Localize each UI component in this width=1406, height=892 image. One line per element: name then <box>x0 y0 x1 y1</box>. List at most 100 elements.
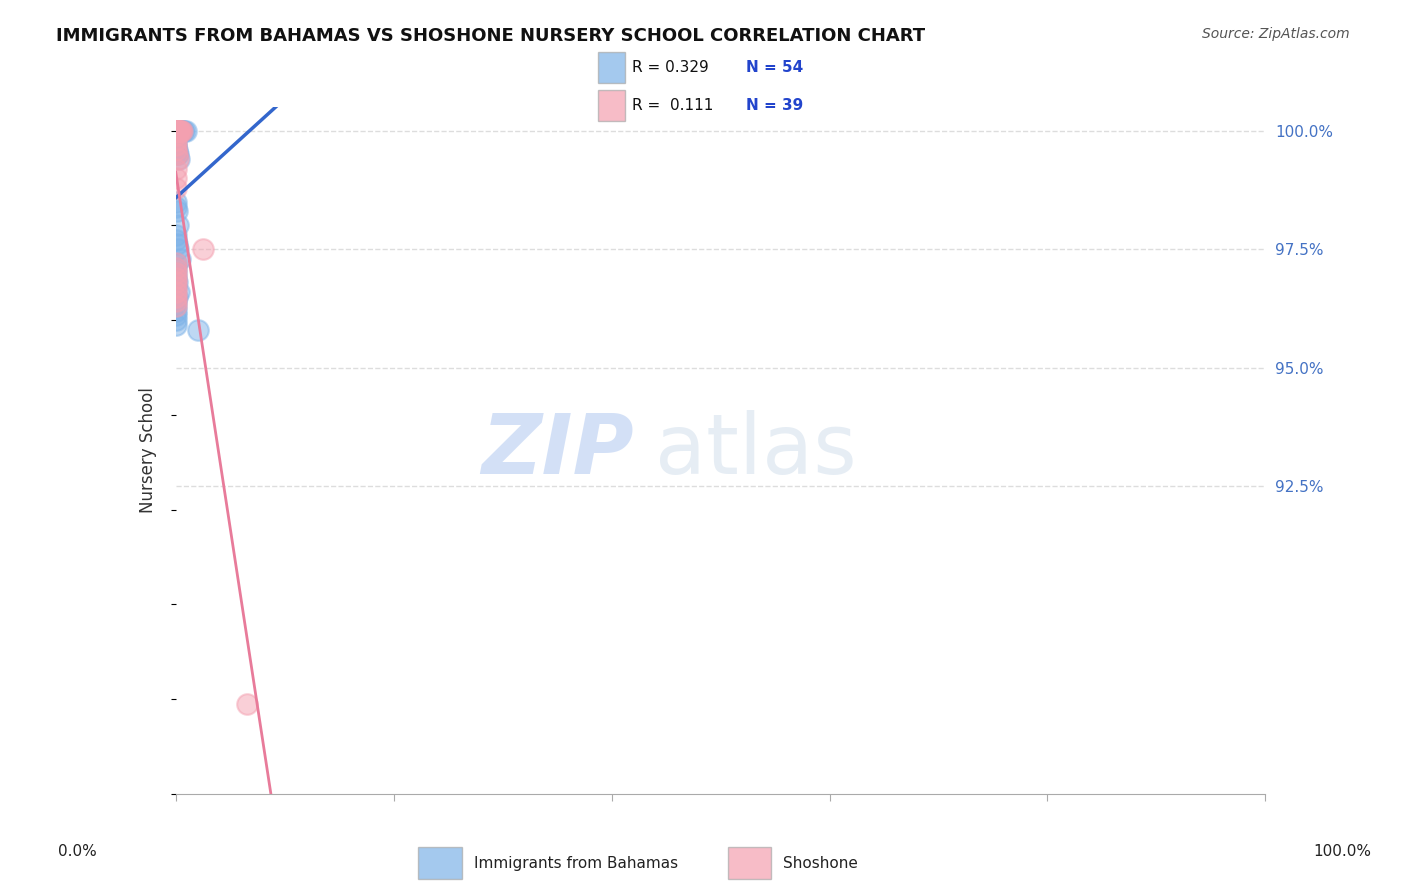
Point <box>165 124 187 138</box>
Point <box>167 285 190 299</box>
Point <box>165 124 187 138</box>
Point <box>165 137 187 152</box>
Point <box>166 124 188 138</box>
Point <box>169 124 191 138</box>
Text: Source: ZipAtlas.com: Source: ZipAtlas.com <box>1202 27 1350 41</box>
Point <box>166 289 188 303</box>
Point <box>173 124 195 138</box>
Point <box>165 194 187 209</box>
Point <box>166 204 188 219</box>
Point <box>165 124 187 138</box>
Point <box>165 256 187 270</box>
Y-axis label: Nursery School: Nursery School <box>139 387 157 514</box>
Point <box>165 137 187 152</box>
Point <box>167 124 190 138</box>
Point <box>167 124 190 138</box>
Point <box>165 161 187 176</box>
Point <box>174 124 197 138</box>
Point <box>165 309 187 323</box>
Point <box>165 171 187 186</box>
Text: ZIP: ZIP <box>481 410 633 491</box>
Point <box>165 275 187 289</box>
Point <box>165 270 187 285</box>
FancyBboxPatch shape <box>419 847 461 880</box>
Point <box>166 124 188 138</box>
Point <box>165 143 187 157</box>
Point <box>165 266 187 280</box>
Point <box>165 137 187 152</box>
Point <box>165 261 187 276</box>
Text: 0.0%: 0.0% <box>58 845 97 859</box>
Point <box>165 124 187 138</box>
Point <box>167 124 190 138</box>
Point <box>165 124 187 138</box>
Point <box>166 124 188 138</box>
Point <box>165 280 187 294</box>
Point <box>165 289 187 303</box>
Point <box>165 233 187 247</box>
Point <box>166 237 188 252</box>
Point <box>166 275 188 289</box>
Point <box>191 242 214 256</box>
Point <box>165 299 187 313</box>
FancyBboxPatch shape <box>598 90 624 120</box>
Point <box>166 124 188 138</box>
Point <box>165 227 187 242</box>
Point <box>165 124 187 138</box>
Text: R = 0.329: R = 0.329 <box>633 60 709 75</box>
Point <box>165 124 187 138</box>
Point <box>172 124 194 138</box>
Point <box>165 143 187 157</box>
Point <box>166 147 188 161</box>
Point <box>167 124 190 138</box>
Point <box>165 124 187 138</box>
Point <box>165 280 187 294</box>
Point <box>186 323 209 337</box>
Text: R =  0.111: R = 0.111 <box>633 98 714 113</box>
Point <box>165 318 187 332</box>
Point <box>165 180 187 194</box>
Point <box>169 124 191 138</box>
Point <box>166 124 188 138</box>
Point <box>165 256 187 270</box>
Point <box>167 219 190 233</box>
Point <box>166 124 188 138</box>
Point <box>166 124 188 138</box>
Point <box>165 200 187 214</box>
Point <box>165 294 187 309</box>
Point <box>166 147 188 161</box>
FancyBboxPatch shape <box>728 847 770 880</box>
Point <box>169 252 191 266</box>
Point <box>170 124 193 138</box>
Point <box>167 124 190 138</box>
Point <box>167 124 190 138</box>
Point <box>167 124 190 138</box>
Point <box>167 124 190 138</box>
Point <box>165 133 187 147</box>
Point <box>165 270 187 285</box>
Point <box>165 303 187 318</box>
Point <box>172 124 194 138</box>
Point <box>165 261 187 276</box>
Point <box>165 294 187 309</box>
Point <box>165 124 187 138</box>
Text: Immigrants from Bahamas: Immigrants from Bahamas <box>474 855 678 871</box>
Point <box>166 143 188 157</box>
Point <box>165 285 187 299</box>
Point <box>167 124 190 138</box>
Point <box>165 128 187 143</box>
Point <box>165 124 187 138</box>
Point <box>167 152 190 166</box>
Text: N = 39: N = 39 <box>745 98 803 113</box>
Point <box>165 313 187 327</box>
Point <box>165 124 187 138</box>
Point <box>165 266 187 280</box>
Point <box>167 124 190 138</box>
Text: IMMIGRANTS FROM BAHAMAS VS SHOSHONE NURSERY SCHOOL CORRELATION CHART: IMMIGRANTS FROM BAHAMAS VS SHOSHONE NURS… <box>56 27 925 45</box>
Point <box>167 147 190 161</box>
Point <box>165 124 187 138</box>
FancyBboxPatch shape <box>598 53 624 83</box>
Text: N = 54: N = 54 <box>745 60 803 75</box>
Point <box>166 124 188 138</box>
Point <box>165 299 187 313</box>
